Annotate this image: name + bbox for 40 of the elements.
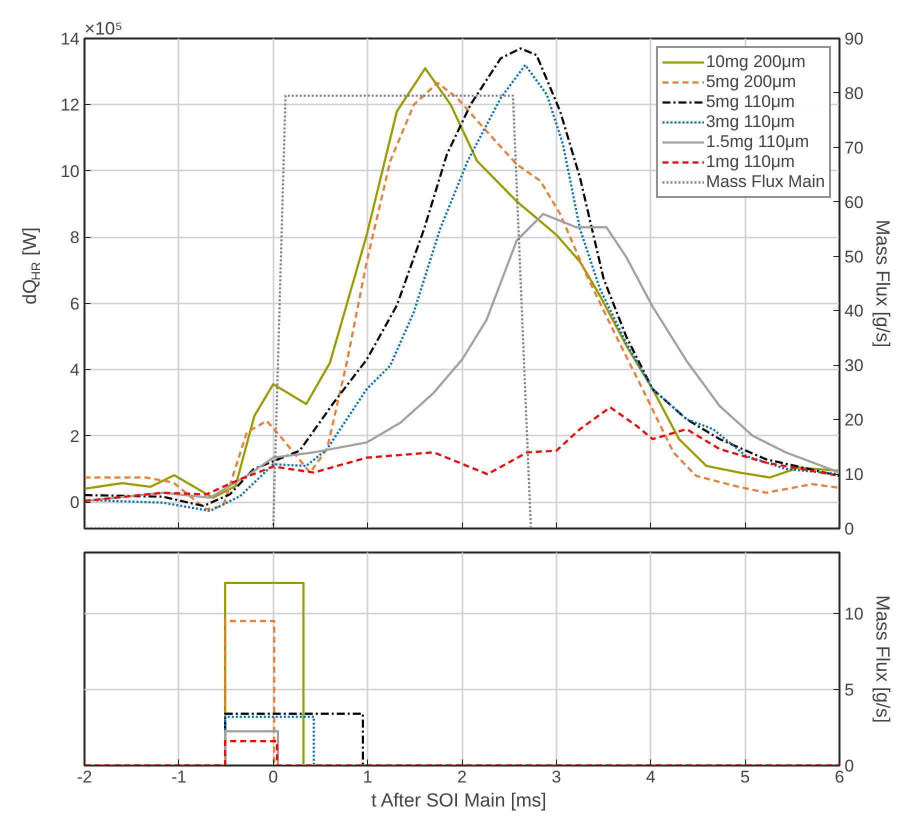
x-tick-label: 4 — [646, 768, 656, 786]
y2-tick-label: 10 — [844, 604, 864, 624]
y-tick-label: 6 — [70, 294, 80, 314]
legend-label: 1mg 110μm — [706, 152, 795, 172]
y-tick-label: 10 — [60, 162, 80, 181]
y-tick-label: 2 — [70, 426, 80, 446]
legend-label: 1.5mg 110μm — [706, 132, 809, 152]
x-tick-label: 1 — [362, 768, 372, 786]
y2-tick-label: 70 — [844, 138, 864, 158]
x-tick-label: 6 — [834, 768, 844, 786]
y2-tick-label: 50 — [844, 247, 864, 266]
y-tick-label: 8 — [70, 228, 80, 248]
x-tick-label: 2 — [457, 768, 467, 786]
x-tick-label: -1 — [171, 768, 186, 786]
x-tick-label: 3 — [552, 768, 562, 786]
x-axis-title: t After SOI Main [ms] — [371, 790, 546, 812]
y2-axis-title: Mass Flux [g/s] — [871, 595, 892, 723]
y-tick-label: 4 — [70, 360, 80, 380]
y2-tick-label: 0 — [844, 520, 854, 538]
y-tick-label: 0 — [70, 493, 80, 512]
y2-tick-label: 60 — [844, 192, 864, 212]
y-tick-label: 12 — [60, 96, 80, 115]
legend-label: 5mg 200μm — [706, 72, 796, 92]
y2-tick-label: 40 — [844, 302, 864, 321]
y2-axis-title: Mass Flux [g/s] — [871, 220, 892, 348]
y2-tick-label: 90 — [844, 30, 864, 48]
x-tick-label: 5 — [740, 768, 750, 786]
x-tick-label: 0 — [268, 768, 278, 786]
legend-label: Mass Flux Main — [706, 172, 825, 192]
x-tick-label: -2 — [76, 768, 92, 786]
y2-tick-label: 30 — [844, 356, 864, 376]
legend-label: 5mg 110μm — [706, 92, 795, 112]
legend-label: 10mg 200μm — [706, 52, 806, 72]
annotation: ×10⁵ — [84, 18, 122, 38]
y2-tick-label: 5 — [844, 680, 854, 700]
y-tick-label: 14 — [60, 30, 80, 48]
y2-tick-label: 20 — [844, 410, 864, 430]
y2-tick-label: 80 — [844, 84, 864, 103]
y2-tick-label: 10 — [844, 465, 864, 484]
legend-label: 3mg 110μm — [706, 112, 795, 132]
